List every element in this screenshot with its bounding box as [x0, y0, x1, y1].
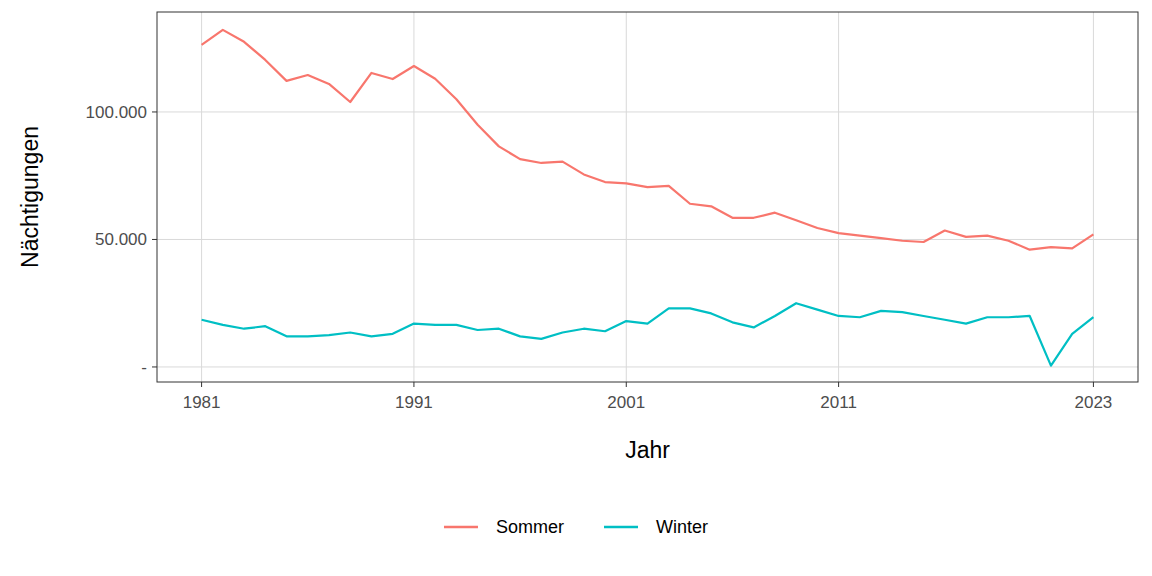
x-tick-label: 2011: [820, 393, 857, 412]
tick: [413, 382, 414, 387]
legend: Sommer Winter: [444, 517, 708, 537]
legend-label: Winter: [656, 517, 708, 537]
tick: [152, 111, 157, 112]
x-tick-label: 2023: [1074, 393, 1112, 412]
tick: [201, 382, 202, 387]
tick: [152, 239, 157, 240]
x-axis-title: Jahr: [625, 437, 670, 463]
series-group: [202, 30, 1094, 366]
tick: [152, 366, 157, 367]
legend-key: [444, 526, 478, 529]
tick: [838, 382, 839, 387]
x-tick-label: 2001: [607, 393, 645, 412]
x-tick-label: 1981: [183, 393, 221, 412]
chart: - 50.000 100.000 1981 1991 2001 2011 2023 Jahr Nä…: [0, 0, 1152, 576]
tick: [626, 382, 627, 387]
y-tick-label: 100.000: [86, 103, 147, 122]
grid-line: [1093, 12, 1094, 382]
grid-line: [157, 366, 1138, 367]
series-line: [202, 30, 1094, 250]
grid-line: [201, 12, 202, 382]
grid-line: [157, 239, 1138, 240]
tick: [1093, 382, 1094, 387]
x-tick-label: 1991: [395, 393, 433, 412]
grid: [157, 12, 1138, 382]
grid-line: [838, 12, 839, 382]
series-line: [202, 303, 1094, 365]
y-axis-title: Nächtigungen: [17, 126, 43, 268]
grid-line: [626, 12, 627, 382]
legend-key: [604, 526, 638, 529]
legend-label: Sommer: [496, 517, 564, 537]
y-tick-label: 50.000: [95, 230, 147, 249]
y-tick-label: -: [141, 358, 147, 377]
plot-background: [157, 12, 1138, 382]
grid-line: [157, 111, 1138, 112]
axes: - 50.000 100.000 1981 1991 2001 2011 2023: [86, 103, 1113, 412]
panel-border: [157, 12, 1138, 382]
